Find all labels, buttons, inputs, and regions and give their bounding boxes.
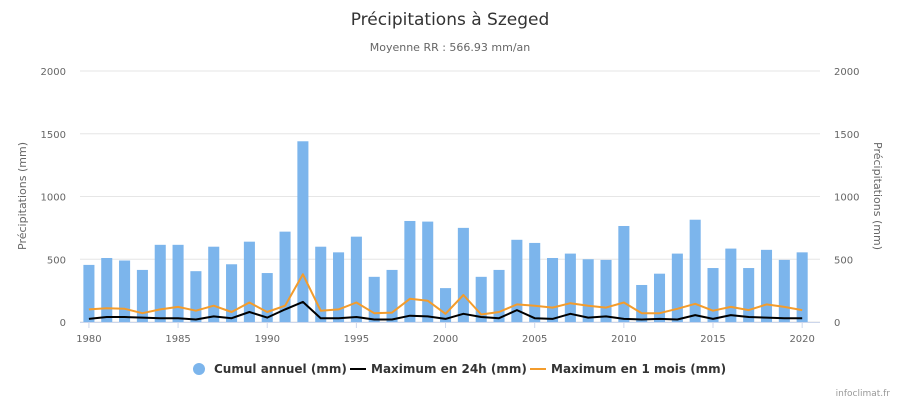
bar bbox=[600, 259, 612, 322]
bar bbox=[208, 246, 220, 322]
bar bbox=[707, 268, 719, 322]
y-tick-label-right: 1000 bbox=[834, 193, 859, 204]
x-tick-label: 2010 bbox=[611, 334, 636, 345]
bar bbox=[457, 227, 469, 322]
line-series bbox=[88, 273, 803, 321]
y-tick-label-right: 0 bbox=[834, 318, 840, 329]
x-tick-label: 2000 bbox=[433, 334, 458, 345]
bar bbox=[564, 253, 576, 322]
bar bbox=[333, 252, 345, 322]
legend-item-label: Cumul annuel (mm) bbox=[214, 362, 347, 376]
y-tick-label-right: 2000 bbox=[834, 67, 859, 78]
y-tick-label-left: 500 bbox=[47, 255, 66, 266]
bar bbox=[172, 244, 184, 322]
bar bbox=[226, 264, 238, 322]
legend: Cumul annuel (mm) Maximum en 24h (mm) Maxi… bbox=[193, 362, 726, 376]
bar bbox=[190, 271, 202, 322]
x-tick-label: 1985 bbox=[165, 334, 190, 345]
y-tick-label-left: 0 bbox=[60, 318, 66, 329]
x-tick-label: 2005 bbox=[522, 334, 547, 345]
bar bbox=[315, 246, 327, 322]
x-tick-label: 2020 bbox=[789, 334, 814, 345]
bar bbox=[511, 239, 523, 322]
y-tick-label-left: 1500 bbox=[41, 130, 66, 141]
legend-marker-bar bbox=[193, 363, 205, 375]
credit-text: infoclimat.fr bbox=[836, 389, 891, 399]
y-tick-label-left: 2000 bbox=[41, 67, 66, 78]
x-tick-label: 2015 bbox=[700, 334, 725, 345]
bar bbox=[743, 268, 755, 322]
series-line bbox=[88, 300, 803, 321]
y-tick-label-right: 500 bbox=[834, 255, 853, 266]
series-line bbox=[88, 273, 803, 316]
chart-title: Précipitations à Szeged bbox=[351, 10, 550, 30]
bar bbox=[279, 231, 291, 322]
x-tick-label: 1980 bbox=[76, 334, 101, 345]
bar bbox=[760, 249, 773, 322]
bar bbox=[778, 259, 790, 322]
chart-subtitle: Moyenne RR : 566.93 mm/an bbox=[370, 41, 531, 54]
y-tick-label-right: 1500 bbox=[834, 130, 859, 141]
bar bbox=[404, 220, 416, 322]
bar bbox=[261, 273, 273, 322]
legend-item-label: Maximum en 1 mois (mm) bbox=[551, 362, 726, 376]
bar bbox=[154, 244, 166, 322]
bar bbox=[725, 248, 737, 322]
bar bbox=[671, 253, 683, 322]
bar bbox=[547, 257, 559, 322]
bar-series bbox=[83, 141, 808, 322]
bar bbox=[796, 252, 808, 322]
bar bbox=[83, 264, 95, 322]
bar bbox=[368, 276, 380, 322]
bar bbox=[493, 269, 505, 322]
y-axis-title-left: Précipitations (mm) bbox=[16, 142, 29, 250]
bar bbox=[636, 284, 648, 322]
y-tick-label-left: 1000 bbox=[41, 193, 66, 204]
bar bbox=[689, 219, 701, 322]
bar bbox=[582, 259, 594, 322]
bar bbox=[101, 257, 113, 322]
axes: 0 0 500 500 1000 1000 1500 1500 2000 2000 1980 1985… bbox=[41, 67, 860, 345]
x-tick-label: 1990 bbox=[255, 334, 280, 345]
bar bbox=[297, 141, 309, 322]
bar bbox=[653, 273, 666, 322]
bar bbox=[475, 276, 487, 322]
bar bbox=[440, 288, 452, 322]
bar bbox=[136, 269, 148, 322]
bar bbox=[119, 260, 131, 322]
legend-item-label: Maximum en 24h (mm) bbox=[371, 362, 527, 376]
bar bbox=[422, 221, 434, 322]
bar bbox=[350, 236, 362, 322]
bar bbox=[529, 242, 541, 322]
bar bbox=[243, 241, 255, 322]
bar bbox=[386, 269, 398, 322]
y-axis-title-right: Précipitations (mm) bbox=[871, 142, 884, 250]
x-tick-label: 1995 bbox=[344, 334, 369, 345]
bar bbox=[618, 225, 630, 322]
